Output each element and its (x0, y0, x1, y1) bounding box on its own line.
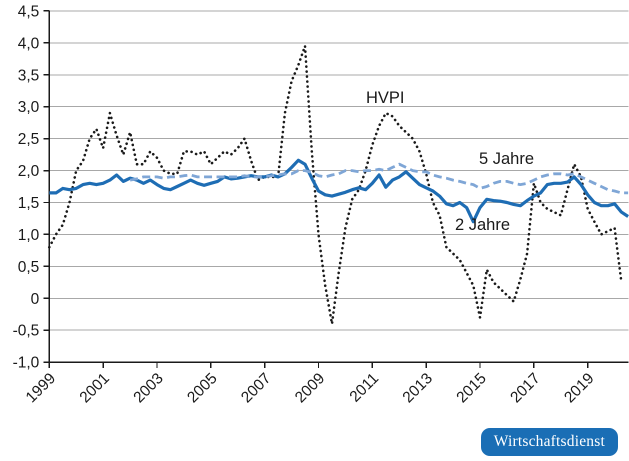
x-tick-label: 2017 (507, 370, 543, 406)
x-tick-label: 2015 (453, 370, 489, 406)
series-line (49, 158, 629, 224)
x-tick-label: 1999 (23, 370, 59, 406)
y-tick-label: 4,0 (18, 35, 40, 52)
x-tick-label: 2009 (292, 370, 328, 406)
annotations: HVPI 5 Jahre 2 Jahre (366, 89, 534, 234)
y-tick-label: -1,0 (13, 355, 40, 372)
series-label-5-jahre: 5 Jahre (479, 150, 534, 168)
x-tick-label: 2007 (238, 370, 274, 406)
x-tick-label: 2005 (184, 370, 220, 406)
series-5-jahre (129, 162, 629, 195)
series-2-jahre (49, 158, 629, 224)
x-tick-label: 2013 (400, 370, 436, 406)
x-tick-label: 2001 (77, 370, 113, 406)
series-label-2-jahre: 2 Jahre (455, 216, 510, 234)
y-tick-label: 2,5 (18, 131, 40, 148)
wirtschaftsdienst-logo-badge: Wirtschaftsdienst (480, 427, 618, 456)
y-tick-label: 0 (31, 291, 40, 308)
series-line (129, 162, 629, 195)
y-tick-label: 1,5 (18, 195, 40, 212)
x-tick-label: 2011 (347, 370, 383, 406)
series-hvpi (47, 44, 623, 326)
x-axis: 1999 2001 2003 2005 2007 2009 2011 2013 2015 2017… (23, 362, 598, 406)
y-tick-label: 0,5 (18, 259, 40, 276)
series-label-hvpi: HVPI (366, 89, 405, 107)
y-tick-label: 1,0 (18, 227, 40, 244)
axes (48, 10, 629, 364)
x-tick-label: 2003 (130, 370, 166, 406)
gridlines (49, 10, 629, 331)
y-tick-label: -0,5 (13, 323, 40, 340)
y-tick-label: 2,0 (18, 163, 40, 180)
y-tick-label: 3,5 (18, 67, 40, 84)
y-axis: 4,5 4,0 3,5 3,0 2,5 2,0 1,5 1,0 0,5 0 -0,5 -1,0 (13, 3, 50, 372)
x-tick-label: 2019 (561, 370, 597, 406)
y-tick-label: 3,0 (18, 99, 40, 116)
series-line (47, 44, 623, 326)
y-tick-label: 4,5 (18, 3, 40, 20)
